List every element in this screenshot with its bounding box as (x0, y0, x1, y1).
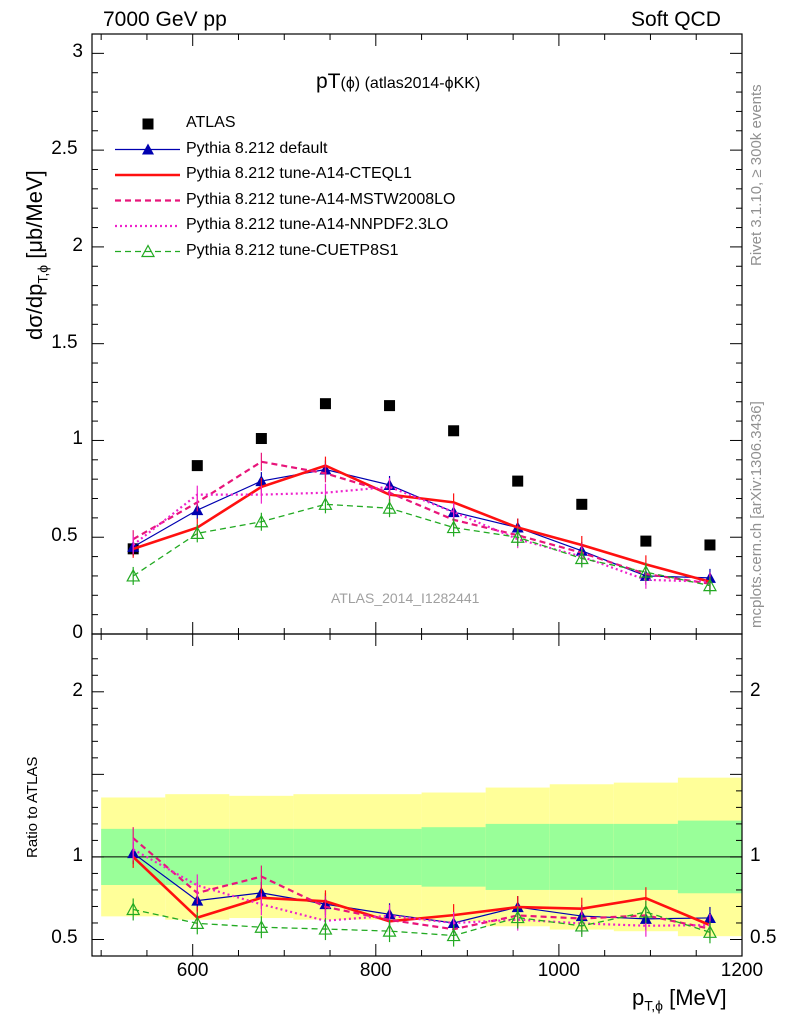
data-point (702, 925, 717, 938)
ratio-plot-frame (91, 633, 743, 957)
x-tick-label: 600 (176, 960, 209, 981)
data-point (126, 902, 141, 916)
data-point (254, 514, 269, 528)
data-point (126, 568, 141, 582)
mcplots-reference-text: mcplots.cern.ch [arXiv:1306.3436] (748, 401, 765, 628)
data-point (446, 520, 461, 534)
x-axis-label-sub: T,ϕ (644, 997, 663, 1014)
data-point (142, 118, 154, 130)
x-axis-label-main: p (632, 985, 645, 1010)
data-point (448, 425, 460, 437)
ratio-y-tick-label-left: 0.5 (51, 927, 78, 949)
top-y-tick-label: 0 (72, 622, 83, 643)
data-point (384, 400, 396, 412)
data-point (140, 244, 156, 258)
top-y-tick-label: 1.5 (51, 331, 78, 353)
y-axis-label-sub: T,ϕ (34, 264, 51, 284)
legend-label: Pythia 8.212 tune-A14-CTEQL1 (186, 165, 412, 182)
data-point (704, 539, 716, 551)
data-point (638, 904, 653, 918)
legend-entry-0 (142, 118, 154, 130)
series-3-top (132, 452, 711, 593)
y-axis-label-unit: [μb/MeV] (22, 170, 47, 265)
x-tick-label: 1200 (720, 960, 764, 981)
data-point (382, 923, 397, 937)
data-point (510, 529, 525, 543)
ratio-y-tick-label-right: 2 (750, 679, 761, 701)
legend-label: Pythia 8.212 tune-A14-NNPDF2.3LO (186, 216, 449, 233)
data-point (319, 398, 331, 410)
data-point (510, 910, 525, 924)
data-point (574, 918, 589, 932)
series-5-top (126, 495, 717, 595)
ratio-y-tick-label-right: 1 (750, 844, 761, 866)
data-point (576, 498, 588, 510)
data-point (702, 578, 717, 592)
series-ratio-line (132, 855, 711, 927)
series-ratio-line (133, 908, 711, 937)
data-point (640, 535, 652, 547)
data-point (318, 497, 333, 510)
y-axis-label-main: dσ/dp (22, 283, 47, 340)
series-line (132, 503, 711, 587)
header-right-text: Soft QCD (631, 8, 721, 31)
series-ratio-line (132, 837, 711, 931)
data-point (190, 526, 205, 539)
series-5-ratio (126, 898, 717, 947)
plot-title: pT(ϕ) (atlas2014-ϕKK) (316, 70, 480, 94)
legend-label: ATLAS (186, 114, 236, 131)
series-2-top (132, 456, 711, 591)
top-y-tick-label: 2 (72, 234, 83, 256)
top-y-tick-label: 1 (72, 428, 83, 450)
ratio-y-tick-label-right: 0.5 (750, 927, 777, 949)
data-point (255, 433, 267, 445)
x-axis-label: pT,ϕ [MeV] (632, 985, 727, 1013)
data-point (446, 928, 461, 942)
data-point (142, 143, 154, 155)
legend-label: Pythia 8.212 default (186, 139, 328, 157)
data-point (318, 921, 333, 935)
plot-title-extra: (atlas2014-ϕKK) (360, 75, 481, 92)
top-y-tick-label: 2.5 (51, 138, 78, 160)
ratio-y-tick-label-left: 2 (72, 679, 83, 701)
x-tick-label: 800 (359, 960, 392, 981)
ratio-y-axis-label: Ratio to ATLAS (24, 756, 41, 858)
data-point (191, 460, 203, 472)
y-axis-label: dσ/dpT,ϕ [μb/MeV] (22, 170, 50, 340)
ratio-y-tick-label-left: 1 (72, 844, 83, 866)
x-axis-label-unit: [MeV] (662, 985, 727, 1010)
data-point (512, 475, 524, 487)
series-line (132, 464, 711, 583)
header-left-text: 7000 GeV pp (103, 8, 227, 31)
data-point (382, 500, 397, 514)
legend-label: Pythia 8.212 tune-CUETP8S1 (186, 241, 399, 259)
data-point (254, 919, 269, 933)
legend-label: Pythia 8.212 tune-A14-MSTW2008LO (186, 190, 456, 208)
series-4-top (132, 477, 711, 591)
series-line (132, 460, 711, 585)
legend-entry-5 (115, 244, 180, 258)
plot-title-paren: (ϕ) (340, 75, 361, 92)
data-point (574, 551, 589, 565)
data-point (638, 564, 653, 578)
series-0-top (127, 398, 716, 555)
data-point (190, 916, 205, 929)
top-y-tick-label: 0.5 (51, 525, 78, 547)
series-line (132, 468, 710, 579)
rivet-version-text: Rivet 3.1.10, ≥ 300k events (748, 84, 765, 266)
series-ratio-line (132, 848, 710, 927)
top-y-tick-label: 3 (72, 41, 83, 63)
analysis-tag: ATLAS_2014_I1282441 (331, 590, 480, 606)
x-tick-label: 1000 (537, 960, 580, 981)
plot-title-main: pT (316, 70, 341, 93)
legend-entry-1 (115, 143, 180, 155)
